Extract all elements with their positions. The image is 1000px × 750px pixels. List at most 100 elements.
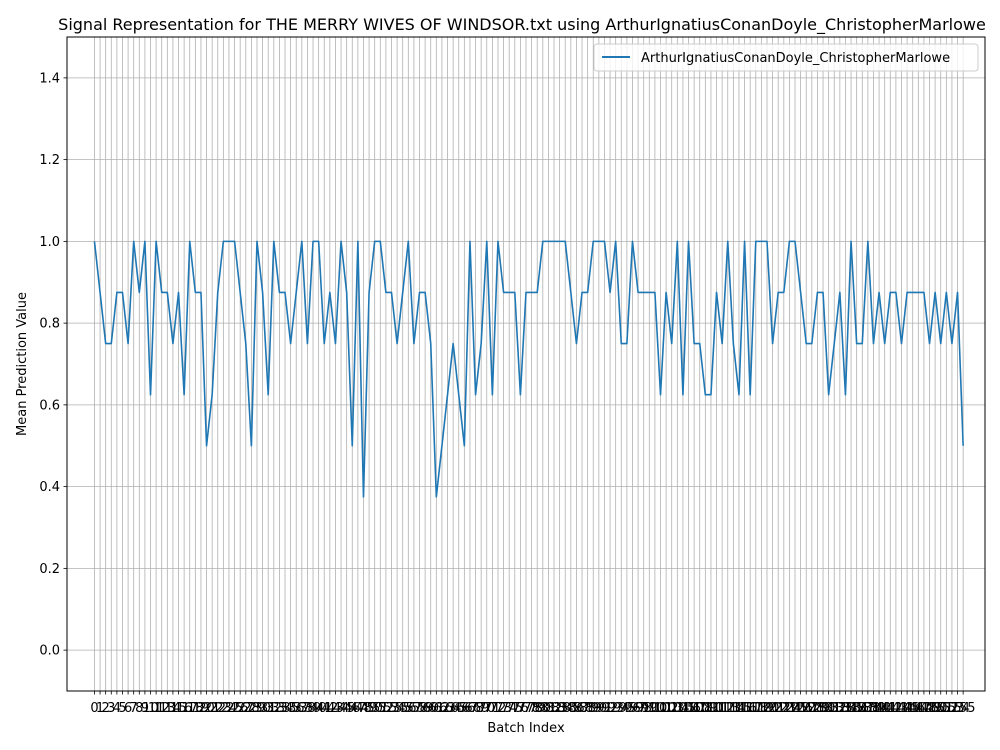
x-tick-label: 124 [777, 701, 802, 716]
x-tick-label: 47 [350, 701, 367, 716]
x-tick-label: 127 [794, 701, 819, 716]
x-tick-label: 63 [439, 701, 456, 716]
x-tick-label: 86 [568, 701, 585, 716]
x-tick-label: 87 [574, 701, 591, 716]
x-tick-label: 60 [422, 701, 439, 716]
x-tick-label: 15 [170, 701, 187, 716]
x-tick-label: 103 [659, 701, 684, 716]
x-tick-label: 30 [254, 701, 271, 716]
y-tick-label: 1.2 [39, 153, 60, 168]
x-tick-label: 89 [585, 701, 602, 716]
legend: ArthurIgnatiusConanDoyle_ChristopherMarl… [593, 43, 979, 72]
y-axis-label: Mean Prediction Value [15, 292, 30, 436]
x-tick-label: 43 [327, 701, 344, 716]
x-tick-label: 125 [783, 701, 808, 716]
x-tick-label: 83 [551, 701, 568, 716]
x-tick-label: 7 [130, 701, 138, 716]
x-tick-label: 49 [361, 701, 378, 716]
x-tick-label: 35 [282, 701, 299, 716]
x-tick-label: 144 [889, 701, 914, 716]
y-tick-label: 0.0 [39, 644, 60, 659]
x-tick-label: 151 [928, 701, 953, 716]
x-tick-label: 70 [478, 701, 495, 716]
x-tick-label: 58 [411, 701, 428, 716]
x-tick-label: 93 [607, 701, 624, 716]
x-tick-label: 139 [861, 701, 886, 716]
x-tick-label: 120 [755, 701, 780, 716]
x-tick-label: 31 [260, 701, 277, 716]
x-tick-label: 72 [490, 701, 507, 716]
x-tick-label: 38 [299, 701, 316, 716]
x-tick-label: 104 [665, 701, 690, 716]
x-tick-label: 32 [266, 701, 283, 716]
x-axis-label: Batch Index [487, 721, 565, 736]
x-tick-label: 136 [844, 701, 869, 716]
x-tick-label: 147 [906, 701, 931, 716]
x-tick-label: 28 [243, 701, 260, 716]
x-tick-label: 74 [501, 701, 518, 716]
x-tick-label: 141 [872, 701, 897, 716]
x-tick-label: 115 [727, 701, 752, 716]
x-tick-label: 131 [816, 701, 841, 716]
x-tick-label: 39 [305, 701, 322, 716]
series-group [93, 240, 964, 498]
x-tick-label: 34 [277, 701, 294, 716]
x-tick-label: 101 [648, 701, 673, 716]
x-tick-label: 75 [507, 701, 524, 716]
x-tick-label: 137 [850, 701, 875, 716]
x-tick-label: 4 [113, 701, 121, 716]
y-tick-label: 1.4 [39, 71, 60, 86]
x-tick-label: 126 [788, 701, 813, 716]
x-tick-label: 19 [193, 701, 210, 716]
x-tick-label: 106 [676, 701, 701, 716]
x-tick-label: 140 [867, 701, 892, 716]
x-tick-label: 42 [322, 701, 339, 716]
chart-title: Signal Representation for THE MERRY WIVE… [58, 15, 986, 35]
x-tick-label: 146 [900, 701, 925, 716]
x-tick-label: 128 [799, 701, 824, 716]
x-tick-label: 138 [855, 701, 880, 716]
x-tick-label: 66 [456, 701, 473, 716]
x-tick-label: 114 [721, 701, 746, 716]
x-tick-label: 132 [822, 701, 847, 716]
x-tick-label: 64 [445, 701, 462, 716]
x-tick-label: 142 [878, 701, 903, 716]
x-tick-label: 95 [619, 701, 636, 716]
x-tick-label: 25 [226, 701, 243, 716]
x-tick-label: 113 [715, 701, 740, 716]
x-tick-label: 22 [209, 701, 226, 716]
x-tick-label: 129 [805, 701, 830, 716]
x-tick-label: 150 [923, 701, 948, 716]
x-tick-label: 55 [394, 701, 411, 716]
y-axis-ticks: 0.0 0.2 0.4 0.6 0.8 1.0 1.2 1.4 [39, 71, 67, 659]
x-tick-label: 100 [642, 701, 667, 716]
x-tick-label: 90 [591, 701, 608, 716]
x-tick-label: 11 [148, 701, 165, 716]
x-tick-label: 52 [378, 701, 395, 716]
x-tick-label: 78 [523, 701, 540, 716]
x-tick-label: 118 [743, 701, 768, 716]
x-tick-label: 71 [484, 701, 501, 716]
x-tick-label: 50 [366, 701, 383, 716]
x-tick-label: 40 [310, 701, 327, 716]
x-tick-label: 36 [288, 701, 305, 716]
x-tick-label: 121 [760, 701, 785, 716]
y-tick-label: 1.0 [39, 235, 60, 250]
x-tick-label: 108 [687, 701, 712, 716]
x-tick-label: 67 [462, 701, 479, 716]
x-tick-label: 45 [338, 701, 355, 716]
x-tick-label: 33 [271, 701, 288, 716]
x-tick-label: 99 [641, 701, 658, 716]
x-tick-label: 1 [96, 701, 104, 716]
x-tick-label: 57 [406, 701, 423, 716]
x-tick-label: 20 [198, 701, 215, 716]
x-tick-label: 27 [238, 701, 255, 716]
y-gridlines [67, 77, 985, 651]
x-tick-label: 3 [107, 701, 115, 716]
x-tick-label: 10 [142, 701, 159, 716]
x-gridlines [94, 37, 964, 691]
legend-box [593, 43, 979, 72]
x-tick-label: 0 [90, 701, 98, 716]
x-tick-label: 98 [635, 701, 652, 716]
